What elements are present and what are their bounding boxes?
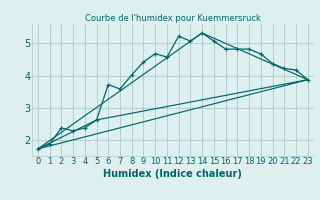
X-axis label: Humidex (Indice chaleur): Humidex (Indice chaleur) bbox=[103, 169, 242, 179]
Title: Courbe de l'humidex pour Kuemmersruck: Courbe de l'humidex pour Kuemmersruck bbox=[85, 14, 261, 23]
